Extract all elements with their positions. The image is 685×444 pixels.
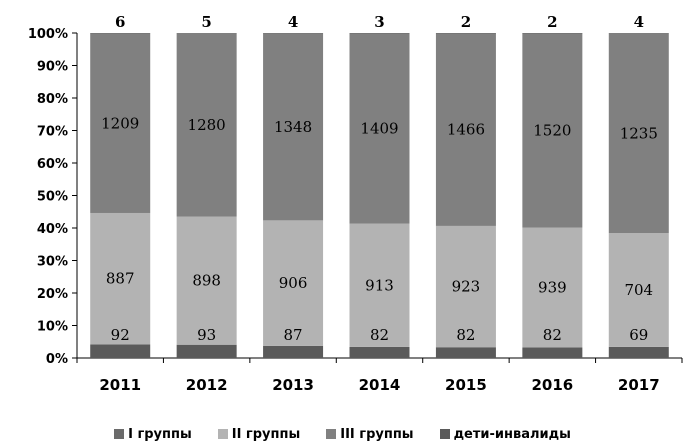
data-label: 5	[201, 13, 211, 31]
bar-segment	[263, 33, 324, 221]
x-tick-label: 2012	[186, 376, 228, 394]
y-tick-label: 80%	[37, 92, 68, 107]
bar-segment	[608, 233, 669, 347]
legend-swatch	[217, 429, 228, 439]
bar-segment	[349, 223, 410, 347]
bar-segment	[90, 33, 151, 34]
bar-segment	[349, 346, 410, 358]
x-tick-label: 2013	[272, 376, 314, 394]
data-label: 923	[452, 278, 481, 296]
data-label: 939	[538, 279, 567, 297]
data-label: 1466	[447, 121, 485, 139]
x-tick-label: 2016	[531, 376, 573, 394]
data-label: 913	[365, 276, 394, 294]
bar-segment	[522, 33, 583, 228]
data-label: 6	[115, 13, 125, 31]
data-label: 2	[547, 13, 557, 31]
bar-segment	[176, 216, 237, 345]
y-tick-label: 50%	[37, 190, 68, 205]
bar-segment	[522, 227, 583, 348]
legend-label: дети-инвалиды	[453, 426, 571, 442]
x-tick-label: 2015	[445, 376, 487, 394]
data-label: 92	[111, 326, 130, 344]
y-axis: 0% 10% 20% 30% 40% 50% 60% 70% 80% 90% 100%	[28, 27, 78, 367]
bar-segment	[522, 347, 583, 358]
y-tick-label: 40%	[37, 222, 68, 237]
bar-segment	[263, 220, 324, 346]
legend-item: II группы	[217, 426, 301, 442]
data-label: 82	[456, 326, 475, 344]
data-label: 2	[461, 13, 471, 31]
data-label: 3	[374, 13, 384, 31]
legend-label: II группы	[231, 426, 301, 442]
bar-segment	[435, 33, 496, 34]
bar-segment	[435, 347, 496, 358]
bars	[90, 33, 669, 358]
bar-segment	[263, 33, 324, 34]
bar-segment	[90, 344, 151, 358]
data-label: 704	[624, 281, 653, 299]
data-label: 1348	[274, 118, 312, 136]
data-label: 4	[634, 13, 644, 31]
bar-segment	[349, 33, 410, 224]
legend-label: III группы	[340, 426, 414, 442]
y-tick-label: 0%	[46, 352, 68, 367]
bar-segment	[90, 212, 151, 345]
legend-item: дети-инвалиды	[439, 426, 571, 442]
y-tick-label: 90%	[37, 60, 68, 75]
bar-segment	[263, 345, 324, 358]
y-tick-label: 30%	[37, 255, 68, 270]
data-label: 87	[284, 326, 303, 344]
bar-segment	[349, 33, 410, 34]
legend-item: I группы	[114, 427, 192, 442]
legend-label: I группы	[128, 426, 192, 442]
data-labels: 92 887 1209 6 93 898 1280 5 87 906 1348 4 82 913 1409 3…	[101, 13, 658, 344]
data-label: 1520	[533, 121, 571, 139]
stacked-bar-chart: 0%10%20%30%40%50%60%70%80%90%100% 2011 20…	[28, 13, 683, 394]
x-axis: 2011 2012 2013 2014 2015 2016 2017	[76, 357, 683, 394]
data-label: 898	[192, 272, 221, 290]
data-label: 4	[288, 13, 298, 31]
bar-segment	[608, 346, 669, 358]
data-label: 69	[629, 326, 648, 344]
bar-segment	[608, 33, 669, 234]
bar-segment	[435, 33, 496, 226]
y-tick-label: 70%	[37, 125, 68, 140]
data-label: 887	[106, 270, 135, 288]
y-tick-label: 10%	[37, 320, 68, 335]
x-tick-label: 2011	[99, 376, 141, 394]
data-label: 82	[370, 326, 389, 344]
bar-segment	[522, 33, 583, 34]
bar-segment	[435, 225, 496, 348]
data-label: 1235	[620, 124, 658, 142]
data-label: 82	[543, 326, 562, 344]
y-tick-label: 60%	[37, 157, 68, 172]
y-tick-label: 100%	[28, 27, 68, 42]
bar-segment	[90, 33, 151, 213]
legend-swatch	[439, 429, 450, 439]
bar-segment	[608, 33, 669, 34]
legend: I группы II группы III группы дети-инвалиды	[0, 424, 685, 444]
data-label: 906	[279, 274, 308, 292]
data-label: 93	[197, 326, 216, 344]
legend-swatch	[326, 429, 337, 439]
x-tick-label: 2014	[359, 376, 401, 394]
y-tick-label: 20%	[37, 287, 68, 302]
legend-item: III группы	[326, 426, 414, 442]
bar-segment	[176, 33, 237, 217]
legend-swatch	[114, 429, 125, 439]
x-tick-label: 2017	[618, 376, 660, 394]
bar-segment	[176, 344, 237, 358]
bar-segment	[176, 33, 237, 34]
data-label: 1409	[360, 120, 398, 138]
data-label: 1209	[101, 114, 139, 132]
data-label: 1280	[188, 116, 226, 134]
